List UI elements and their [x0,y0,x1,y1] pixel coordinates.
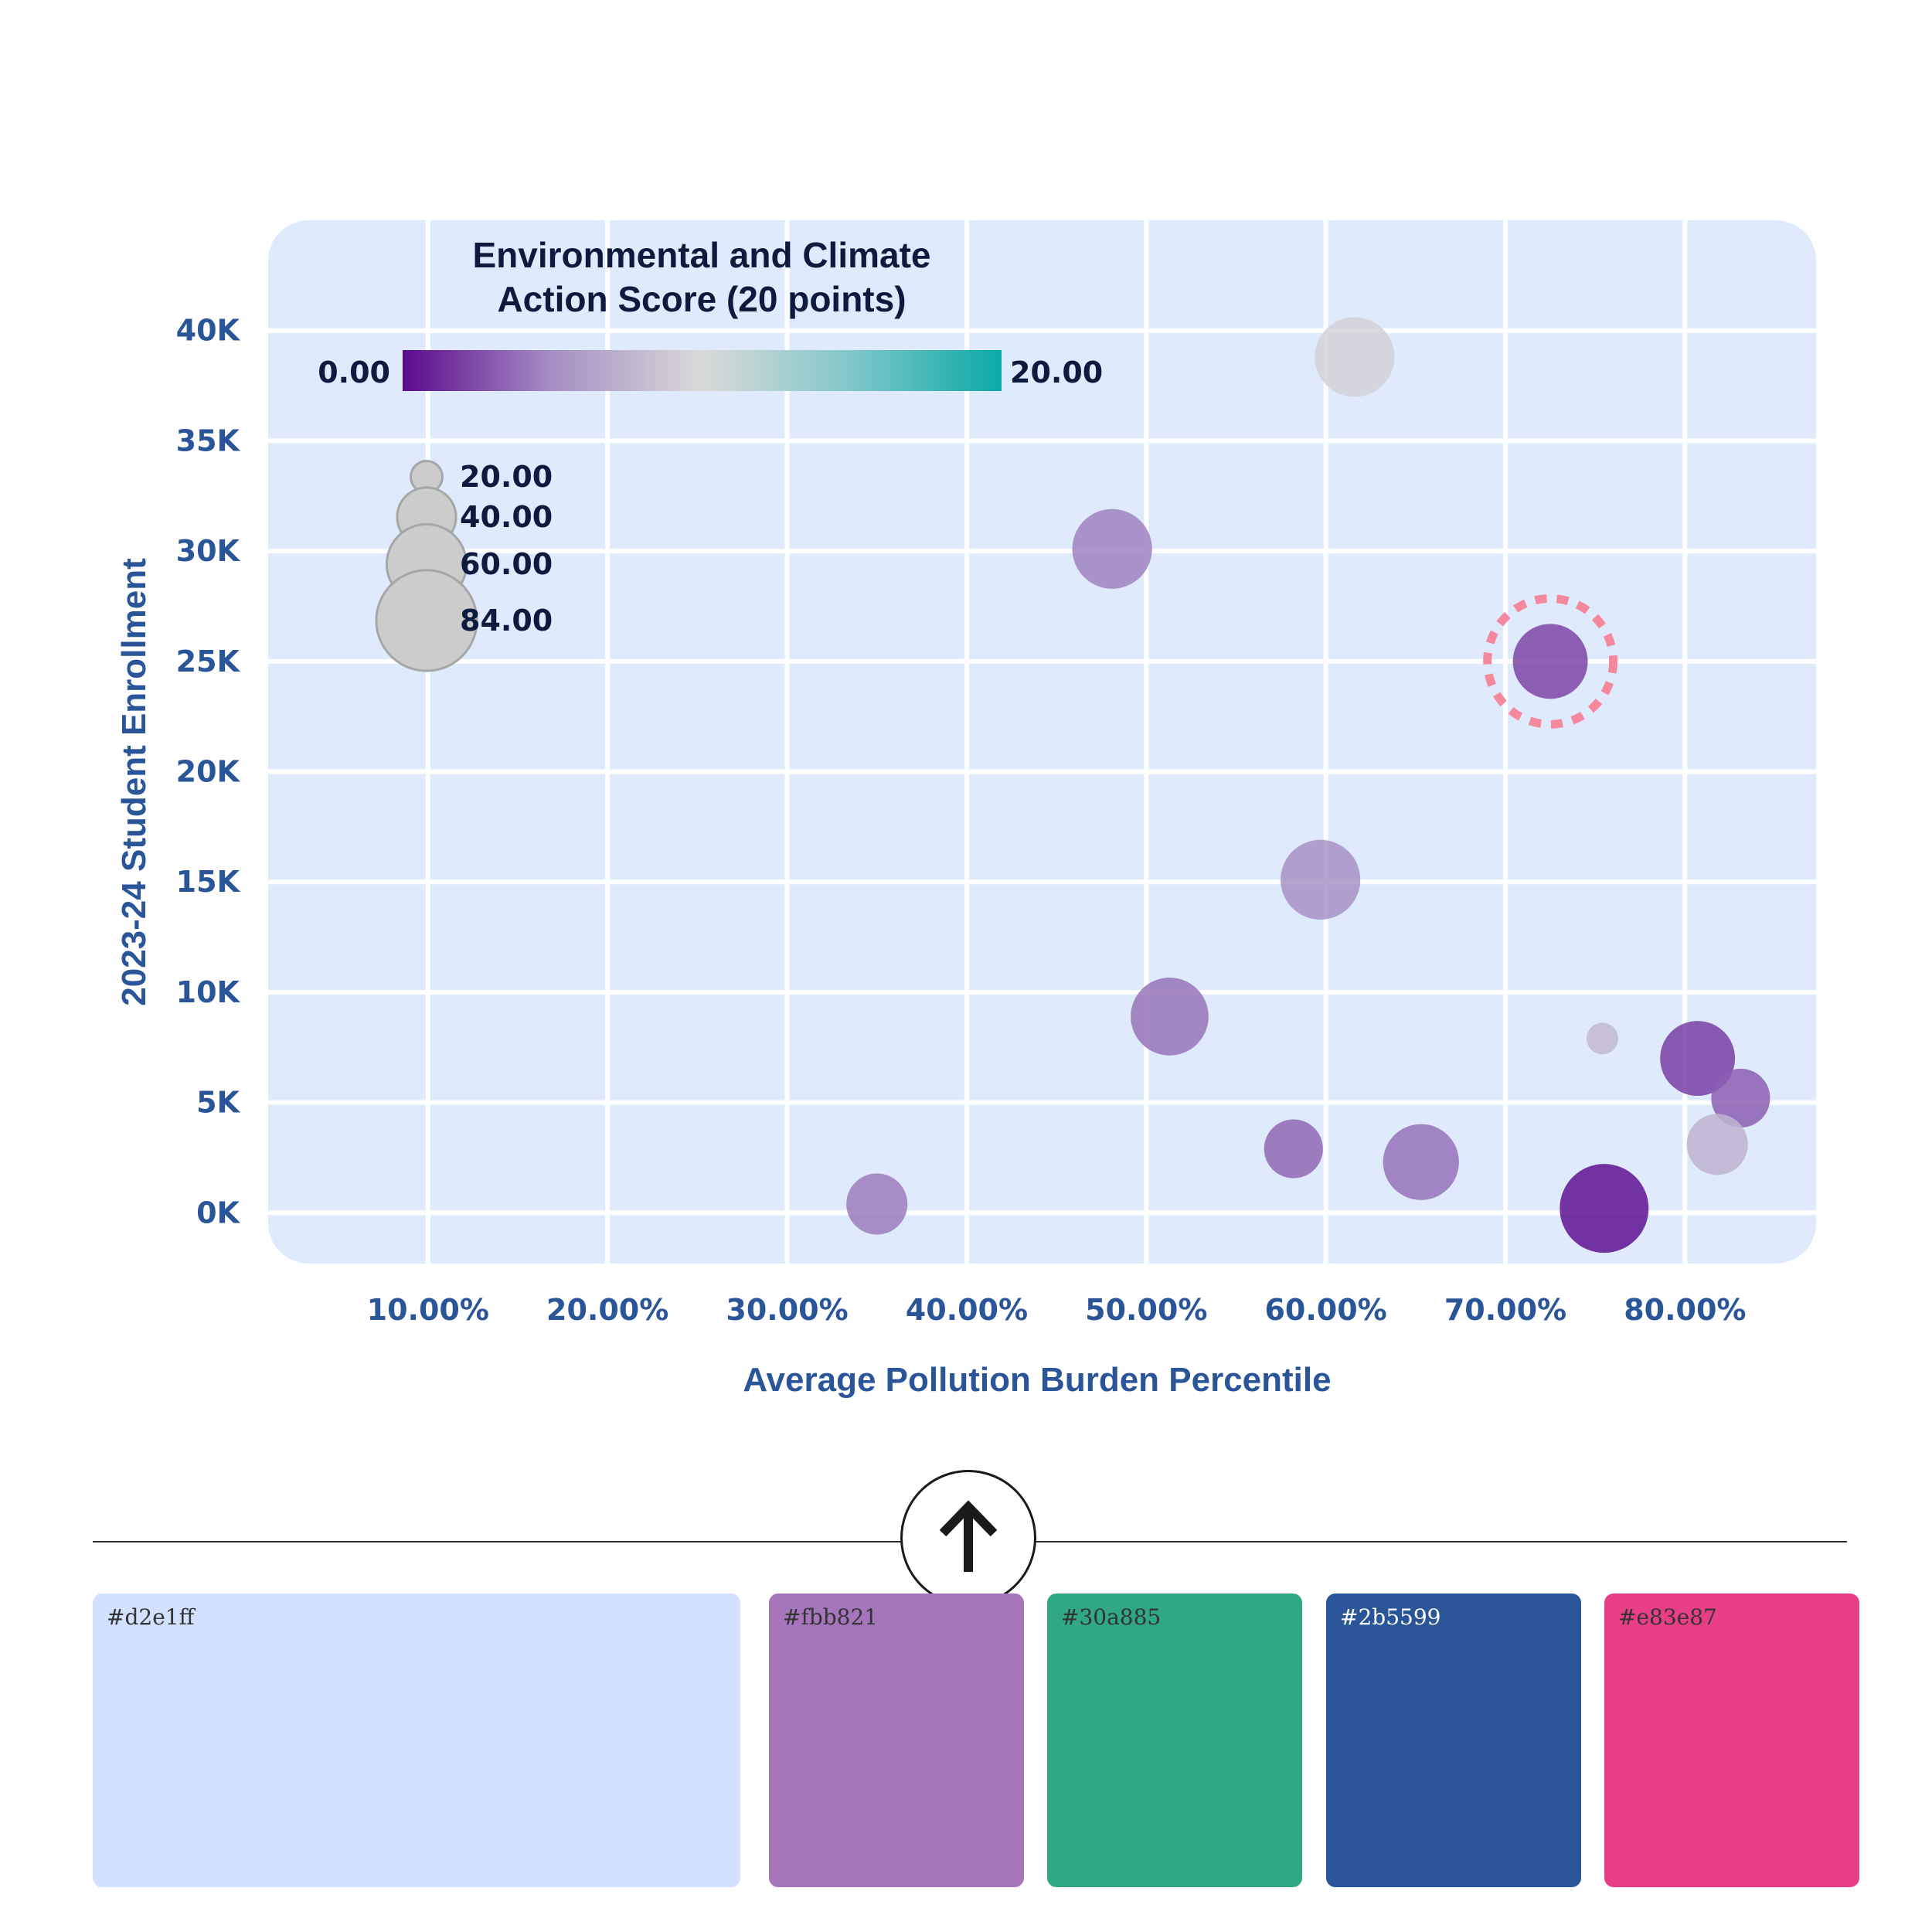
data-points [846,317,1770,1253]
y-tick-label: 25K [176,645,241,679]
x-tick-label: 60.00% [1264,1293,1386,1327]
grid [268,220,1816,1264]
plot-background [268,220,1816,1264]
size-legend: 20.00 40.00 60.00 84.00 [375,460,553,672]
y-tick-label: 40K [176,314,241,348]
highlight-ring [1483,594,1618,729]
y-tick-label: 10K [176,975,241,1009]
y-axis-title: 2023-24 Student Enrollment [115,558,153,1006]
x-tick-label: 40.00% [906,1293,1028,1327]
y-tick-label: 35K [176,423,241,457]
y-tick-label: 15K [176,865,241,899]
y-tick-label: 20K [176,755,241,789]
y-tick-label: 0K [196,1196,240,1230]
data-point [1281,839,1361,920]
color-legend-title-line-2: Action Score (20 points) [497,279,906,319]
y-axis-ticks: 0K 5K 10K 15K 20K 25K 30K 35K 40K [176,314,241,1230]
data-point [1660,1021,1736,1097]
color-legend-title-line-1: Environmental and Climate [472,235,930,275]
size-legend-label: 20.00 [460,460,553,494]
data-point [1131,977,1209,1056]
swatch-label: #fbb821 [783,1604,879,1630]
x-tick-label: 30.00% [726,1293,848,1327]
x-tick-label: 20.00% [546,1293,668,1327]
data-point [846,1173,908,1235]
y-tick-label: 5K [196,1086,240,1120]
x-axis-title: Average Pollution Burden Percentile [743,1361,1331,1399]
x-axis-ticks: 10.00% 20.00% 30.00% 40.00% 50.00% 60.00% 70.0… [367,1293,1747,1327]
y-tick-label: 30K [176,534,241,568]
swatch-label: #2b5599 [1340,1604,1441,1630]
x-tick-label: 50.00% [1085,1293,1207,1327]
x-tick-label: 10.00% [367,1293,489,1327]
color-legend-min-label: 0.00 [318,355,390,389]
swatch-label: #e83e87 [1618,1604,1717,1630]
data-point [1072,509,1152,589]
palette-swatch: #d2e1ff [93,1594,740,1887]
palette-swatch: #30a885 [1047,1594,1302,1887]
size-legend-label: 84.00 [460,604,553,638]
arrow-up-icon [939,1500,998,1572]
data-point [1560,1164,1649,1253]
data-point [1383,1124,1459,1200]
data-point [1264,1119,1323,1179]
size-legend-circle [375,569,478,672]
data-point [1315,317,1395,397]
color-legend-max-label: 20.00 [1010,355,1103,389]
data-point [1686,1114,1748,1175]
size-legend-label: 40.00 [460,500,553,534]
palette-swatch: #fbb821 [769,1594,1024,1887]
x-tick-label: 70.00% [1444,1293,1566,1327]
data-point [1711,1068,1770,1128]
swatch-label: #30a885 [1061,1604,1162,1630]
x-tick-label: 80.00% [1624,1293,1746,1327]
color-legend: Environmental and Climate Action Score (… [318,235,1103,391]
color-legend-gradient [403,350,1002,391]
scroll-up-button[interactable] [900,1470,1036,1606]
swatch-label: #d2e1ff [107,1604,195,1630]
data-point [1586,1022,1618,1055]
palette-swatch: #e83e87 [1604,1594,1859,1887]
palette-swatch: #2b5599 [1326,1594,1581,1887]
size-legend-label: 60.00 [460,547,553,581]
data-point [1512,624,1588,699]
